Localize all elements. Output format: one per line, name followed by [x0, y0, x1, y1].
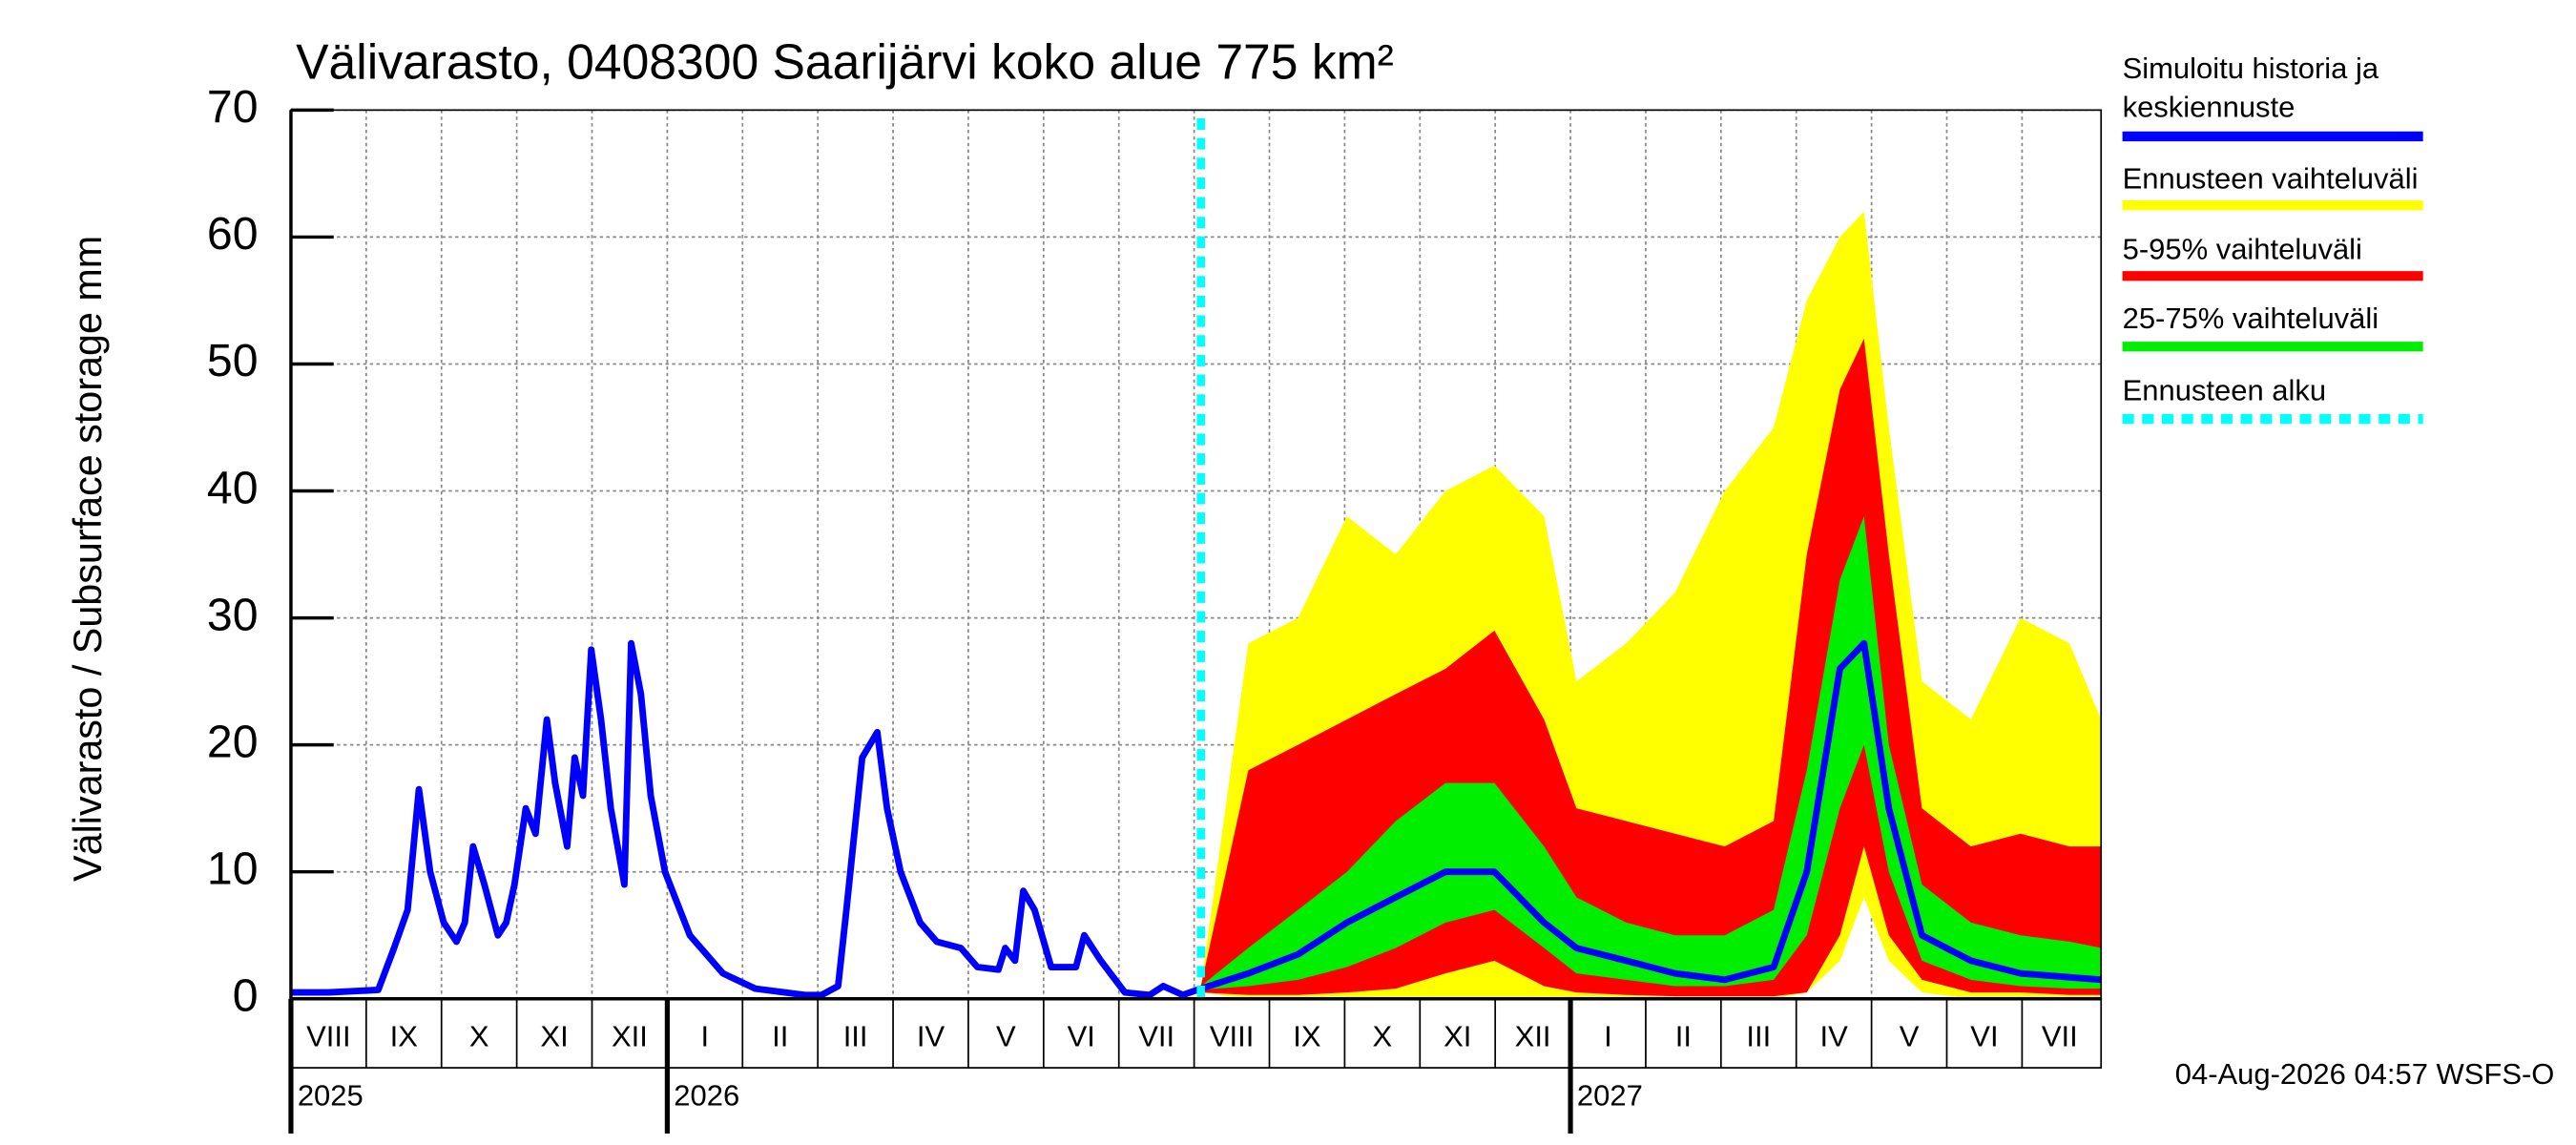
month-label: XI	[540, 1019, 568, 1052]
month-label: VI	[1970, 1019, 1998, 1052]
year-label: 2025	[298, 1078, 364, 1112]
month-label: XI	[1444, 1019, 1471, 1052]
month-label: V	[996, 1019, 1016, 1052]
plot-area	[290, 109, 2102, 1000]
month-label: IV	[1820, 1019, 1849, 1052]
month-label: V	[1900, 1019, 1920, 1052]
legend-label: Ennusteen vaihteluväli	[2123, 162, 2419, 196]
series-line	[290, 639, 2102, 999]
month-label: III	[1746, 1019, 1771, 1052]
range-band	[1200, 516, 2102, 990]
footer: 04-Aug-2026 04:57 WSFS-O	[2175, 1057, 2555, 1091]
month-label: IX	[390, 1019, 418, 1052]
month-label: X	[469, 1019, 489, 1052]
legend-label: 25-75% vaihteluväli	[2123, 302, 2379, 335]
month-label: I	[701, 1019, 710, 1052]
y-tick-label: 30	[207, 589, 259, 640]
month-label: XII	[1515, 1019, 1551, 1052]
month-label: VI	[1068, 1019, 1095, 1052]
month-label: IX	[1293, 1019, 1320, 1052]
legend-label: 5-95% vaihteluväli	[2123, 233, 2362, 266]
y-tick-label: 60	[207, 208, 259, 260]
legend-label: Ennusteen alku	[2123, 374, 2327, 407]
y-tick-label: 70	[207, 81, 259, 133]
year-label: 2026	[674, 1078, 739, 1112]
month-label: VII	[1138, 1019, 1174, 1052]
legend-label: Simuloitu historia ja keskiennuste	[2123, 52, 2379, 123]
month-label: VII	[2042, 1019, 2078, 1052]
month-label: VIII	[306, 1019, 350, 1052]
y-tick-label: 20	[207, 716, 259, 767]
month-label: I	[1604, 1019, 1612, 1052]
y-tick-label: 40	[207, 462, 259, 513]
month-label: II	[1675, 1019, 1692, 1052]
y-tick-label: 0	[233, 970, 259, 1022]
month-label: X	[1373, 1019, 1393, 1052]
month-label: III	[843, 1019, 868, 1052]
chart-title: Välivarasto, 0408300 Saarijärvi koko alu…	[296, 34, 1394, 90]
year-label: 2027	[1577, 1078, 1643, 1112]
month-label: IV	[917, 1019, 945, 1052]
month-label: XII	[612, 1019, 648, 1052]
month-label: II	[772, 1019, 788, 1052]
y-tick-label: 50	[207, 335, 259, 386]
y-axis-label: Välivarasto / Subsurface storage mm	[66, 236, 110, 882]
month-label: VIII	[1210, 1019, 1254, 1052]
y-tick-label: 10	[207, 843, 259, 894]
